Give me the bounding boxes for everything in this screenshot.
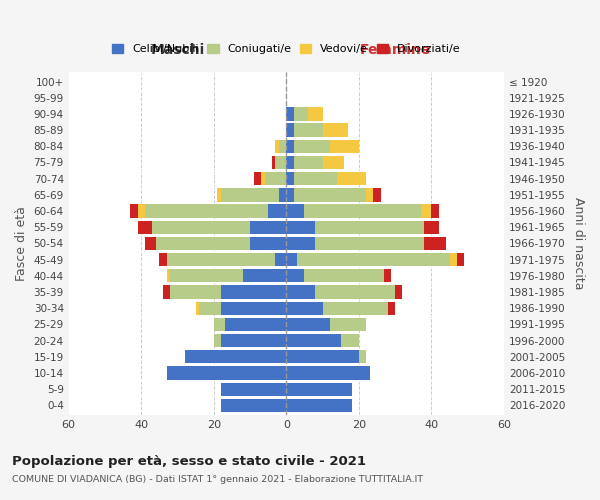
Bar (261, 172, 265, 186)
Bar (323, 124, 348, 136)
Bar (337, 172, 366, 186)
Bar (330, 318, 366, 331)
Bar (330, 140, 359, 153)
Bar (199, 302, 221, 315)
Bar (316, 237, 424, 250)
Bar (323, 156, 344, 169)
Bar (457, 253, 464, 266)
Bar (286, 188, 293, 202)
Bar (265, 172, 286, 186)
Bar (293, 124, 323, 136)
Bar (163, 286, 170, 298)
Bar (217, 188, 221, 202)
Bar (304, 269, 384, 282)
Bar (156, 237, 250, 250)
Bar (431, 204, 439, 218)
Y-axis label: Fasce di età: Fasce di età (15, 206, 28, 281)
Bar (421, 204, 431, 218)
Bar (388, 302, 395, 315)
Bar (170, 269, 243, 282)
Bar (297, 253, 449, 266)
Bar (323, 302, 388, 315)
Text: COMUNE DI VIADANICA (BG) - Dati ISTAT 1° gennaio 2021 - Elaborazione TUTTITALIA.: COMUNE DI VIADANICA (BG) - Dati ISTAT 1°… (12, 475, 423, 484)
Bar (286, 156, 293, 169)
Bar (221, 286, 286, 298)
Text: Femmine: Femmine (359, 43, 431, 57)
Bar (286, 124, 293, 136)
Bar (170, 286, 221, 298)
Text: Popolazione per età, sesso e stato civile - 2021: Popolazione per età, sesso e stato civil… (12, 455, 366, 468)
Bar (308, 108, 323, 120)
Bar (286, 204, 304, 218)
Bar (275, 140, 279, 153)
Bar (293, 188, 366, 202)
Bar (293, 108, 308, 120)
Text: Maschi: Maschi (151, 43, 205, 57)
Bar (395, 286, 403, 298)
Bar (359, 350, 366, 364)
Bar (293, 172, 337, 186)
Bar (221, 334, 286, 347)
Bar (250, 237, 286, 250)
Bar (160, 253, 167, 266)
Bar (286, 350, 359, 364)
Bar (286, 302, 323, 315)
Bar (286, 108, 293, 120)
Bar (293, 140, 330, 153)
Bar (286, 140, 293, 153)
Bar (293, 156, 323, 169)
Legend: Celibi/Nubili, Coniugati/e, Vedovi/e, Divorziati/e: Celibi/Nubili, Coniugati/e, Vedovi/e, Di… (107, 40, 465, 59)
Bar (214, 334, 221, 347)
Bar (272, 156, 275, 169)
Bar (275, 156, 286, 169)
Bar (286, 399, 352, 412)
Bar (254, 172, 261, 186)
Bar (424, 220, 439, 234)
Bar (279, 140, 286, 153)
Bar (373, 188, 380, 202)
Bar (214, 318, 224, 331)
Bar (366, 188, 373, 202)
Bar (286, 220, 316, 234)
Y-axis label: Anni di nascita: Anni di nascita (572, 197, 585, 290)
Bar (167, 366, 286, 380)
Bar (279, 188, 286, 202)
Bar (152, 220, 250, 234)
Bar (286, 172, 293, 186)
Bar (185, 350, 286, 364)
Bar (196, 302, 199, 315)
Bar (286, 253, 297, 266)
Bar (145, 204, 268, 218)
Bar (243, 269, 286, 282)
Bar (250, 220, 286, 234)
Bar (137, 220, 152, 234)
Bar (316, 286, 395, 298)
Bar (221, 399, 286, 412)
Bar (286, 318, 330, 331)
Bar (286, 286, 316, 298)
Bar (286, 269, 304, 282)
Bar (221, 382, 286, 396)
Bar (449, 253, 457, 266)
Bar (304, 204, 421, 218)
Bar (341, 334, 359, 347)
Bar (167, 253, 275, 266)
Bar (275, 253, 286, 266)
Bar (286, 334, 341, 347)
Bar (221, 188, 279, 202)
Bar (167, 269, 170, 282)
Bar (130, 204, 137, 218)
Bar (224, 318, 286, 331)
Bar (424, 237, 446, 250)
Bar (316, 220, 424, 234)
Bar (384, 269, 391, 282)
Bar (286, 366, 370, 380)
Bar (221, 302, 286, 315)
Bar (145, 237, 156, 250)
Bar (137, 204, 145, 218)
Bar (286, 382, 352, 396)
Bar (268, 204, 286, 218)
Bar (286, 237, 316, 250)
